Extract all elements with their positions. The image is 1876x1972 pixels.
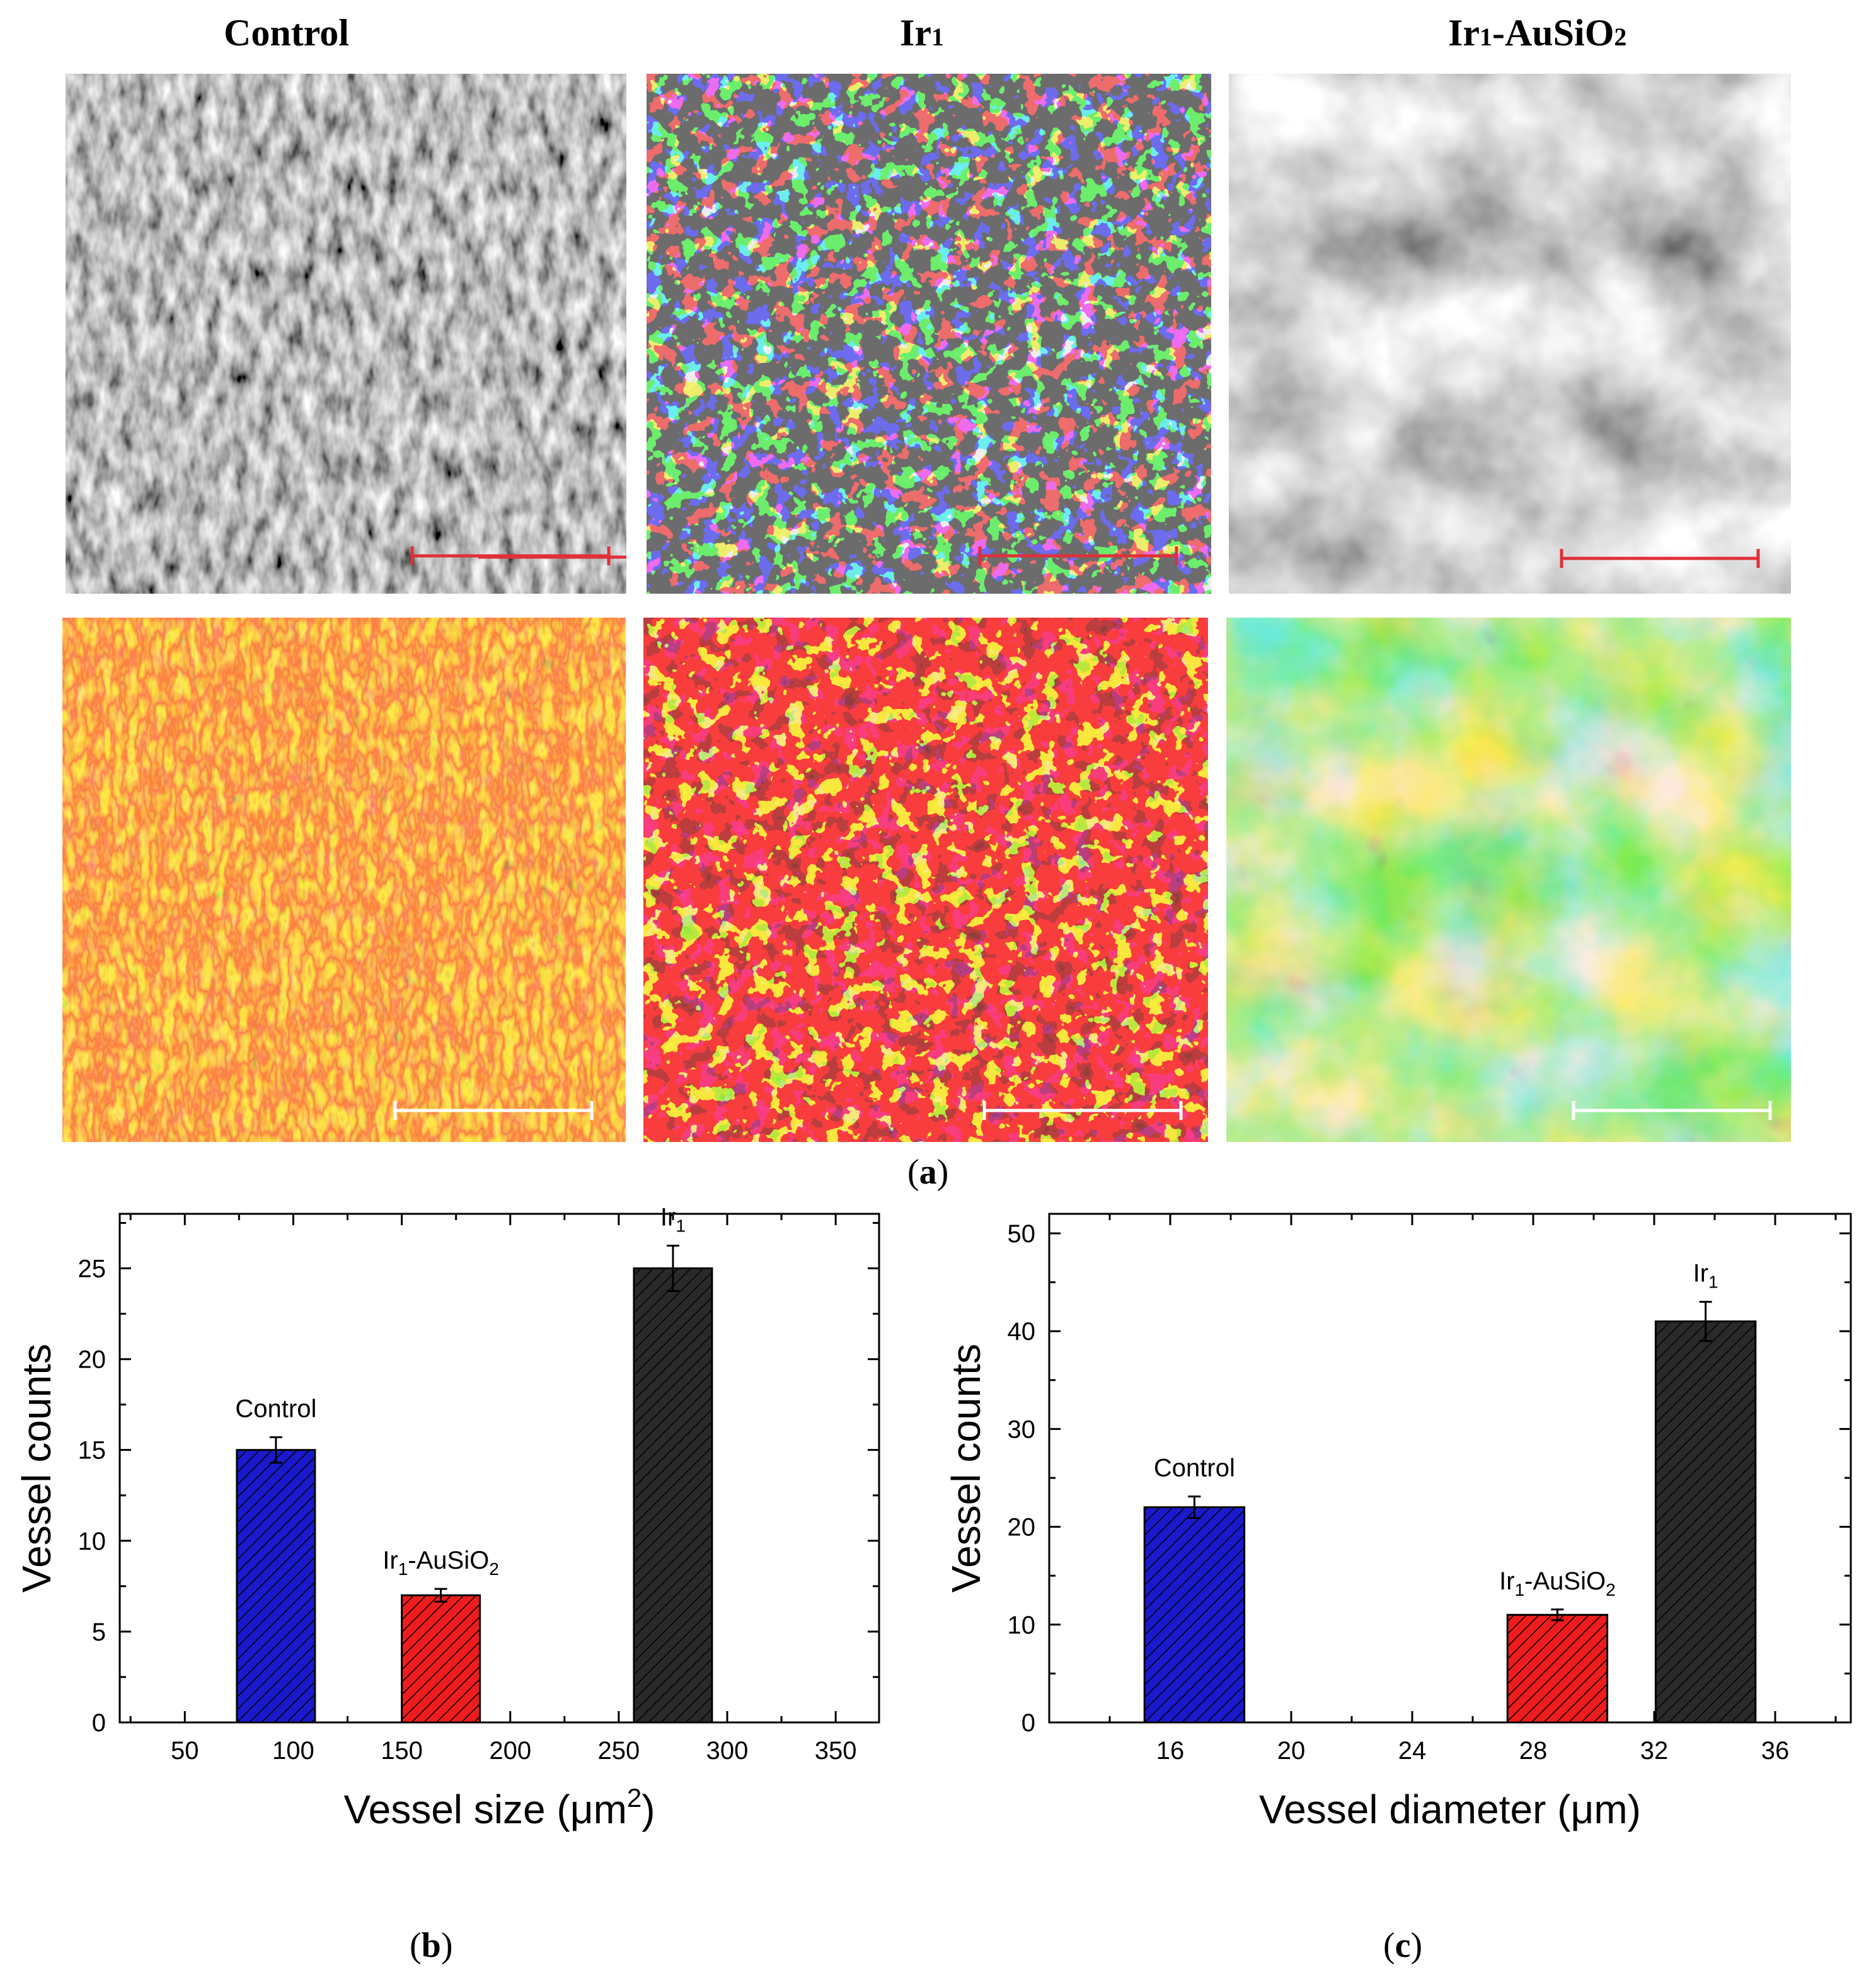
title-ir1: Ir1 [900,12,944,54]
y-tick-label: 10 [78,1528,106,1555]
error-bar-0 [1188,1496,1201,1519]
scale-bar-ir1-ausio2-bottom [1572,1101,1772,1120]
x-tick-label: 20 [1277,1737,1306,1765]
bar-label-2: Ir1 [660,1203,686,1235]
bar-label-1: Ir1-AuSiO2 [383,1547,499,1579]
micrograph-ir1-ausio2-gray [1229,74,1791,594]
panel-label-c: (c) [1383,1926,1423,1965]
y-tick-label: 20 [78,1346,106,1374]
x-tick-label: 16 [1156,1737,1185,1765]
y-tick-label: 30 [1008,1416,1036,1443]
y-tick-label: 50 [1008,1220,1036,1248]
x-tick-label: 100 [272,1737,314,1765]
bar-2 [633,1267,713,1724]
scale-bar-ir1-ausio2-top [1560,549,1760,568]
x-tick-label: 32 [1640,1737,1669,1765]
bar-1 [1506,1613,1609,1724]
plot-frame [1048,1213,1852,1724]
x-tick-label: 200 [489,1737,531,1765]
y-tick-label: 40 [1008,1318,1036,1346]
bar-label-1: Ir1-AuSiO2 [1499,1567,1616,1600]
micrograph-control-gray [66,74,626,594]
chart-vessel-size: 0 5 10 15 20 25 50 100 150 200 250 300 350 Control Ir1… [14,1203,880,1832]
heatmap-ir1-ausio2 [1226,618,1791,1142]
x-tick-label: 28 [1519,1737,1548,1765]
title-ir1-ausio2: Ir1-AuSiO2 [1448,12,1627,54]
y-tick-label: 15 [78,1437,106,1465]
heatmap-ir1 [643,618,1208,1142]
panel-label-b: (b) [410,1926,453,1965]
bar-2 [1654,1320,1757,1724]
y-tick-label: 0 [1021,1709,1035,1737]
error-bar-0 [269,1436,282,1464]
scale-bar-control-top [410,546,611,565]
x-tick-label: 350 [815,1737,857,1765]
bar-0 [1143,1506,1246,1724]
panel-label-a: (a) [907,1153,949,1192]
x-tick-label: 300 [706,1737,749,1765]
bar-label-0: Control [235,1395,316,1423]
scale-bar-ir1-bottom [982,1101,1183,1120]
bar-label-2: Ir1 [1693,1260,1718,1292]
x-axis-label: Vessel diameter (μm) [1259,1787,1641,1832]
y-tick-label: 5 [92,1618,106,1646]
bar-1 [401,1594,481,1724]
x-tick-label: 250 [597,1737,640,1765]
error-bar-2 [1699,1301,1712,1342]
title-control: Control [224,12,349,54]
chart-vessel-diameter: 0 10 20 30 40 50 16 20 24 28 32 36 Control Ir1-AuSiO2… [945,1213,1852,1832]
x-axis-label: Vessel size (μm2) [343,1783,655,1832]
heatmap-control [62,618,626,1142]
y-axis-label: Vessel counts [945,1344,989,1593]
plot-frame [118,1213,880,1724]
y-tick-label: 25 [78,1255,106,1283]
x-tick-label: 150 [381,1737,423,1765]
error-bar-1 [1551,1608,1564,1622]
x-tick-label: 36 [1761,1737,1790,1765]
scale-bar-ir1-top [978,546,1178,565]
x-tick-label: 50 [171,1737,199,1765]
bar-label-0: Control [1154,1455,1235,1482]
y-tick-label: 10 [1008,1612,1036,1639]
y-axis-label: Vessel counts [14,1344,59,1593]
scale-bar-control-bottom [393,1101,594,1120]
error-bar-1 [434,1588,447,1603]
error-bar-2 [666,1244,679,1292]
micrograph-ir1-gray [647,74,1211,594]
x-tick-label: 24 [1398,1737,1427,1765]
y-tick-label: 20 [1008,1514,1036,1542]
y-tick-label: 0 [92,1709,106,1737]
bar-0 [236,1449,316,1724]
